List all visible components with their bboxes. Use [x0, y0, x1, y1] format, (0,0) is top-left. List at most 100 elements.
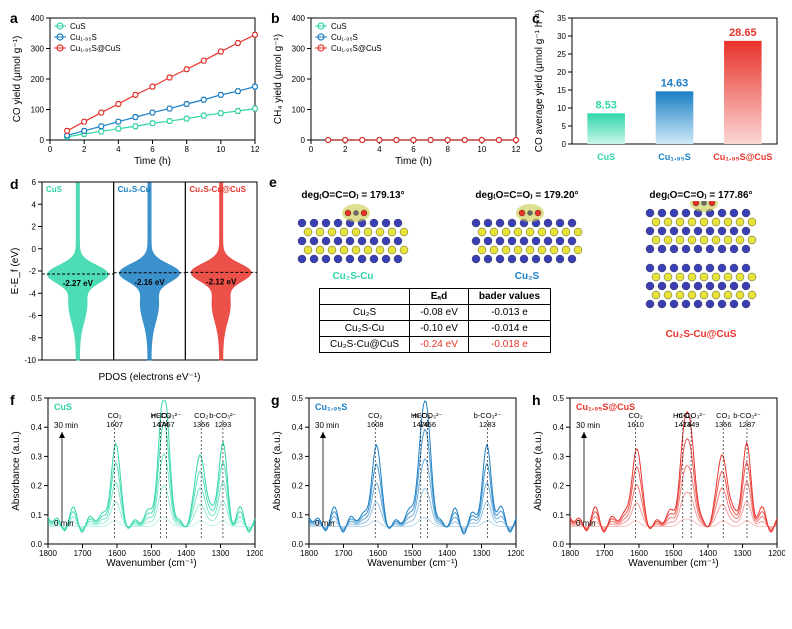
svg-text:Time (h): Time (h) [395, 156, 432, 167]
panel-a-label: a [10, 10, 18, 26]
svg-text:0.0: 0.0 [553, 540, 565, 549]
svg-text:0: 0 [48, 145, 53, 154]
figure-grid: a 0246810120100200300400Time (h)CO yield… [8, 8, 784, 570]
svg-text:CO yield (μmol g⁻¹): CO yield (μmol g⁻¹) [12, 36, 23, 123]
svg-text:6: 6 [411, 145, 416, 154]
svg-text:CuS: CuS [597, 152, 615, 162]
svg-text:0.2: 0.2 [31, 482, 43, 491]
svg-text:1400: 1400 [438, 549, 456, 558]
svg-text:Cu₂S-Cu@CuS: Cu₂S-Cu@CuS [189, 185, 246, 194]
svg-text:Cu₁.₉₅S: Cu₁.₉₅S [70, 33, 97, 42]
svg-text:CuS: CuS [70, 22, 86, 31]
svg-text:1356: 1356 [715, 420, 732, 429]
svg-text:m-CO₃²⁻: m-CO₃²⁻ [676, 411, 706, 420]
svg-text:28.65: 28.65 [729, 27, 757, 39]
svg-text:2: 2 [82, 145, 87, 154]
svg-text:1200: 1200 [507, 549, 524, 558]
svg-text:300: 300 [31, 45, 45, 54]
svg-text:30 min: 30 min [315, 421, 339, 430]
svg-text:200: 200 [31, 75, 45, 84]
svg-text:Wavenumber (cm⁻¹): Wavenumber (cm⁻¹) [628, 558, 718, 569]
svg-text:1356: 1356 [193, 420, 210, 429]
svg-text:0: 0 [562, 140, 567, 149]
svg-text:-2: -2 [29, 267, 37, 276]
svg-text:1400: 1400 [699, 549, 717, 558]
svg-text:CO₂: CO₂ [107, 411, 121, 420]
svg-text:CO₂: CO₂ [368, 411, 382, 420]
svg-text:30: 30 [557, 32, 566, 41]
svg-text:-2.12 eV: -2.12 eV [206, 277, 237, 286]
svg-text:25: 25 [557, 50, 566, 59]
panel-e: e deg₍O=C=O₎ = 179.13° Cu₂S-Cu deg₍O=C=O… [269, 174, 785, 384]
e-table: Eₐdbader valuesCu₂S-0.08 eV-0.013 eCu₂S-… [319, 288, 551, 353]
svg-text:1300: 1300 [734, 549, 752, 558]
e-deg-3: deg₍O=C=O₎ = 177.86° [649, 190, 752, 201]
svg-text:5: 5 [562, 122, 567, 131]
svg-text:10: 10 [557, 104, 566, 113]
svg-text:Cu₁.₉₅S: Cu₁.₉₅S [331, 33, 358, 42]
svg-text:-6: -6 [29, 312, 37, 321]
svg-text:0: 0 [301, 136, 306, 145]
svg-text:CO₂: CO₂ [194, 411, 208, 420]
svg-text:100: 100 [31, 106, 45, 115]
panel-b: b 0246810120100200300400Time (h)CH₄ yiel… [269, 8, 524, 168]
svg-text:-4: -4 [29, 289, 37, 298]
e-structure-2 [452, 201, 602, 271]
svg-text:1500: 1500 [665, 549, 683, 558]
svg-text:10: 10 [477, 145, 486, 154]
svg-text:0 min: 0 min [576, 519, 596, 528]
panel-a: a 0246810120100200300400Time (h)CO yield… [8, 8, 263, 168]
svg-text:1608: 1608 [367, 420, 384, 429]
svg-text:0.1: 0.1 [31, 511, 43, 520]
svg-text:CuS: CuS [331, 22, 347, 31]
svg-text:2: 2 [32, 223, 37, 232]
svg-text:Cu₁.₉₅S: Cu₁.₉₅S [315, 402, 347, 412]
svg-text:-2.16 eV: -2.16 eV [134, 278, 165, 287]
svg-text:0.1: 0.1 [553, 511, 565, 520]
svg-text:1457: 1457 [158, 420, 175, 429]
svg-text:0: 0 [32, 245, 37, 254]
svg-text:b-CO₃²⁻: b-CO₃²⁻ [733, 411, 760, 420]
panel-e-label: e [269, 174, 785, 190]
svg-text:CuS: CuS [46, 185, 63, 194]
panel-c: c 05101520253035CO average yield (μmol g… [530, 8, 785, 168]
svg-text:2: 2 [343, 145, 348, 154]
svg-text:100: 100 [292, 106, 306, 115]
svg-text:-10: -10 [24, 356, 36, 365]
panel-b-label: b [271, 10, 280, 26]
svg-text:Cu₁.₉₅S: Cu₁.₉₅S [658, 152, 690, 162]
svg-text:b-CO₃²⁻: b-CO₃²⁻ [474, 411, 501, 420]
svg-text:0.0: 0.0 [31, 540, 43, 549]
panel-g: g 18001700160015001400130012000.00.10.20… [269, 390, 524, 570]
panel-d-label: d [10, 176, 19, 192]
svg-text:8.53: 8.53 [595, 99, 616, 111]
svg-text:1200: 1200 [768, 549, 785, 558]
svg-text:1456: 1456 [419, 420, 436, 429]
svg-text:CH₄ yield (μmol g⁻¹): CH₄ yield (μmol g⁻¹) [273, 34, 284, 124]
svg-text:0: 0 [40, 136, 45, 145]
svg-text:0: 0 [309, 145, 314, 154]
e-structure-3 [626, 201, 776, 331]
svg-text:1600: 1600 [369, 549, 387, 558]
e-deg-2: deg₍O=C=O₎ = 179.20° [475, 190, 578, 201]
svg-text:1610: 1610 [627, 420, 644, 429]
svg-text:400: 400 [31, 14, 45, 23]
panel-h-label: h [532, 392, 541, 408]
svg-text:Cu₂S-Cu: Cu₂S-Cu [118, 185, 151, 194]
svg-text:1400: 1400 [177, 549, 195, 558]
svg-text:0 min: 0 min [54, 519, 74, 528]
svg-text:E-E_f (eV): E-E_f (eV) [10, 248, 21, 295]
panel-d: d -10-8-6-4-20246E-E_f (eV)PDOS (electro… [8, 174, 263, 384]
e-cap-2: Cu₂S [515, 271, 539, 282]
svg-text:Wavenumber (cm⁻¹): Wavenumber (cm⁻¹) [106, 558, 196, 569]
svg-text:0.4: 0.4 [31, 423, 43, 432]
e-cap-1: Cu₂S-Cu [332, 271, 373, 282]
svg-text:Absorbance (a.u.): Absorbance (a.u.) [272, 431, 283, 511]
svg-text:Cu₁.₉₅S@CuS: Cu₁.₉₅S@CuS [576, 402, 635, 412]
svg-text:b-CO₃²⁻: b-CO₃²⁻ [209, 411, 236, 420]
svg-text:-8: -8 [29, 334, 37, 343]
panel-f: f 18001700160015001400130012000.00.10.20… [8, 390, 263, 570]
svg-text:400: 400 [292, 14, 306, 23]
svg-text:0.2: 0.2 [292, 482, 304, 491]
svg-text:0.4: 0.4 [292, 423, 304, 432]
